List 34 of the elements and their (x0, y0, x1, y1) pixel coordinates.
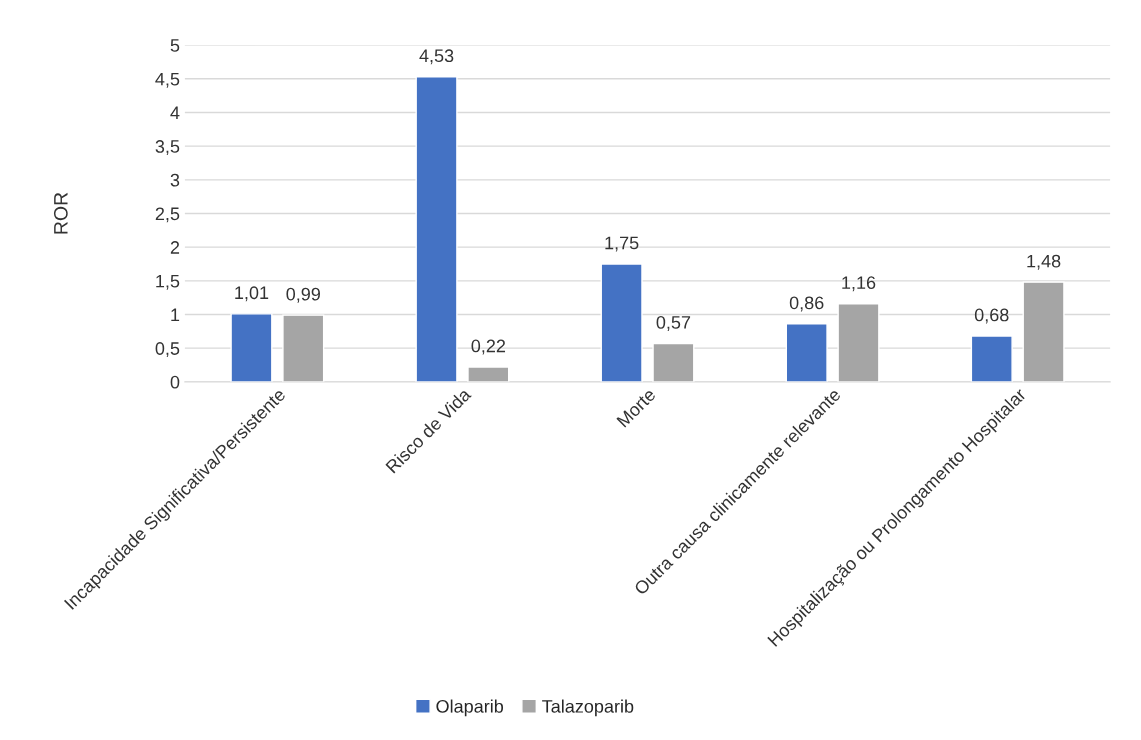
data-label: 1,01 (235, 286, 269, 302)
y-tick-label: 4,5 (155, 72, 180, 88)
y-tick-label: 1 (171, 308, 180, 322)
y-tick-label: 3,5 (155, 140, 180, 155)
bar (652, 342, 695, 382)
y-tick-label: 4 (170, 106, 180, 120)
y-tick-label: 3 (170, 173, 180, 187)
data-label: 1,48 (1027, 254, 1061, 270)
data-label: 0,57 (656, 315, 691, 331)
bar (415, 76, 458, 382)
data-label: 0,99 (286, 287, 320, 303)
y-tick-label: 0 (170, 375, 180, 389)
y-tick-label: 1,5 (156, 274, 180, 290)
data-label: 1,75 (605, 236, 639, 252)
bar (467, 366, 510, 382)
bar (230, 313, 273, 382)
y-tick-label: 5 (170, 39, 180, 52)
y-tick-label: 0,5 (155, 342, 180, 358)
data-label: 1,16 (842, 276, 876, 292)
bar (282, 314, 325, 382)
bar (970, 335, 1013, 382)
data-label: 0,22 (471, 339, 506, 355)
data-label: 4,53 (419, 49, 454, 65)
y-tick-label: 2,5 (155, 207, 180, 223)
y-tick-label: 2 (170, 241, 180, 254)
legend-label: Talazoparib (542, 699, 634, 717)
data-label: 0,68 (974, 308, 1009, 324)
bar (837, 303, 880, 382)
bar (600, 263, 643, 382)
bar (785, 323, 828, 382)
bar (1022, 281, 1065, 382)
y-axis-title: ROR (53, 192, 68, 234)
data-label: 0,86 (789, 296, 824, 312)
legend-label: Olaparib (436, 699, 504, 717)
